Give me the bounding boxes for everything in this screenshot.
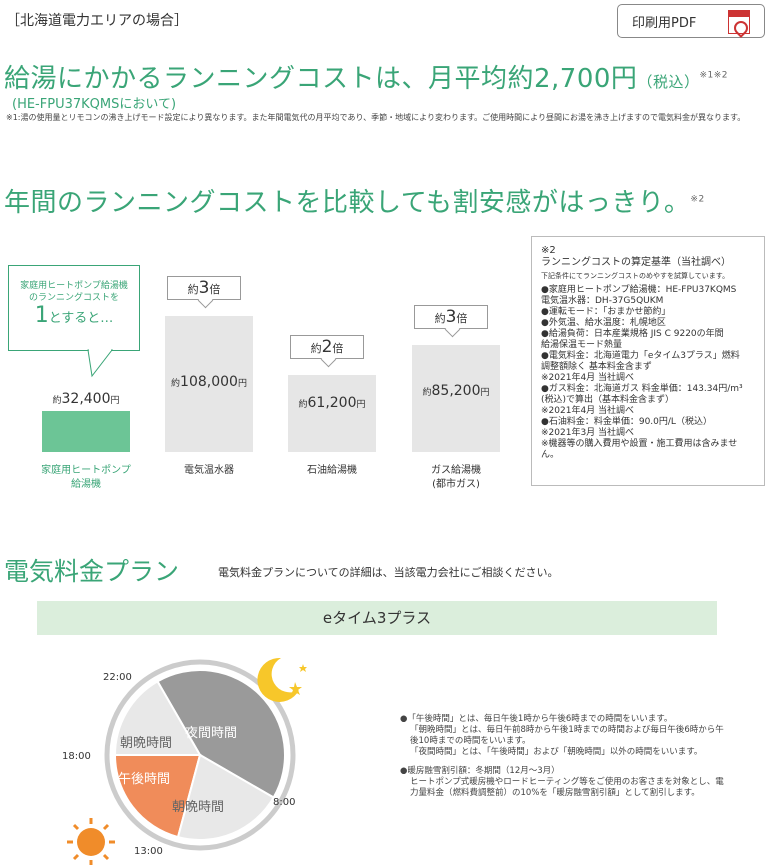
- plan-name-bar: eタイム3プラス: [37, 601, 717, 635]
- basis-item: ●給湯負荷：日本産業規格 JIS C 9220の年間 給湯保温モード熱量: [541, 329, 724, 350]
- callout-one: 1: [34, 303, 49, 328]
- legend-item: ●「午後時間」とは、毎日午後1時から午後6時までの時間をいいます。 「朝晩時間」…: [400, 714, 724, 757]
- basis-item: ●ガス料金：北海道ガス 料金単価：143.34円/m³ (税込)で算出（基本料金…: [541, 384, 743, 416]
- moon-icon: [257, 657, 307, 702]
- pie-segment-night: [156, 669, 286, 799]
- cost-basis-box: ※2 ランニングコストの算定基準（当社調べ） 下記条件にてランニングコストのめや…: [531, 236, 765, 486]
- bar-2: [288, 375, 376, 452]
- pie-label-morning-evening: 朝晩時間: [120, 736, 173, 751]
- bar-value-0: 約32,400円: [52, 391, 120, 407]
- footnote-1: ※1:湯の使用量とリモコンの沸き上げモード設定により異なります。また年間電気代の…: [6, 113, 746, 122]
- time-label-2200: 22:00: [103, 672, 132, 683]
- basis-small: 下記条件にてランニングコストのめやすを試算しています。: [541, 272, 730, 280]
- multiplier-tag-3: 約3倍: [414, 305, 488, 329]
- model-note: (HE-FPU37KQMSにおいて): [12, 97, 177, 112]
- multiplier-tag-1: 約3倍: [167, 276, 241, 300]
- cost-bar-chart: 約32,400円家庭用ヒートポンプ 給湯機 約108,000円電気温水器 約3倍約6…: [0, 230, 520, 500]
- callout-pointer: [87, 349, 114, 378]
- heatpump-callout: 家庭用ヒートポンプ給湯機 のランニングコストを 1とすると…: [8, 265, 140, 351]
- time-clock-diagram: [67, 657, 307, 865]
- bar-category-2: 石油給湯機: [307, 465, 357, 476]
- bar-value-1: 約108,000円: [171, 374, 247, 390]
- callout-rest: とすると…: [48, 311, 114, 326]
- bar-0: [42, 411, 130, 452]
- pdf-icon: [728, 10, 750, 34]
- pie-label-afternoon: 午後時間: [118, 772, 171, 787]
- multiplier-tag-2: 約2倍: [290, 335, 364, 359]
- pie-segment-morning-evening-upper: [113, 680, 202, 756]
- sun-icon: [67, 818, 115, 865]
- time-label-1800: 18:00: [62, 751, 91, 762]
- comparison-title: 年間のランニングコストを比較しても割安感がはっきり。※2: [4, 182, 705, 219]
- plan-title: 電気料金プラン: [4, 557, 180, 586]
- bar-category-1: 電気温水器: [184, 465, 234, 476]
- basis-item: ●石油料金：料金単価：90.0円/L（税込） ※2021年3月 当社調べ: [541, 417, 712, 438]
- bar-value-3: 約85,200円: [422, 383, 490, 399]
- callout-big: 1とすると…: [9, 304, 139, 331]
- comparison-sup: ※2: [690, 194, 705, 205]
- pie-label-night: 夜間時間: [185, 726, 238, 741]
- pie-segment-morning-evening-lower: [176, 753, 275, 841]
- bar-1: [165, 316, 253, 452]
- headline-text: 給湯にかかるランニングコストは、月平均約2,700円: [4, 64, 638, 94]
- basis-item: ※機器等の購入費用や設置・施工費用は含みません。: [541, 439, 738, 460]
- bar-category-0: 家庭用ヒートポンプ 給湯機: [41, 465, 131, 490]
- basis-item: ●運転モード：「おまかせ節約」: [541, 307, 671, 317]
- basis-item: ●外気温、給水温度：札幌地区: [541, 318, 666, 328]
- plan-note: 電気料金プランについての詳細は、当該電力会社にご相談ください。: [218, 566, 559, 579]
- time-label-800: 8:00: [273, 797, 296, 808]
- basis-title: ※2 ランニングコストの算定基準（当社調べ）: [541, 245, 731, 268]
- callout-line2: のランニングコストを: [28, 293, 119, 303]
- basis-item: ●電気料金：北海道電力「eタイム3プラス」燃料 調整額除く 基本料金含まず ※2…: [541, 351, 740, 383]
- headline-sup: ※1※2: [699, 70, 728, 81]
- callout-line1: 家庭用ヒートポンプ給湯機: [20, 281, 128, 291]
- bar-value-2: 約61,200円: [298, 395, 366, 411]
- region-label: ［北海道電力エリアの場合］: [6, 13, 188, 29]
- legend-item: ●暖房融雪割引額：冬期間（12月～3月） ヒートポンプ式暖房機やロードヒーティン…: [400, 766, 724, 798]
- plan-legend: ●「午後時間」とは、毎日午後1時から午後6時までの時間をいいます。 「朝晩時間」…: [400, 714, 730, 807]
- headline: 給湯にかかるランニングコストは、月平均約2,700円（税込）※1※2: [4, 58, 728, 95]
- bar-3: [412, 345, 500, 452]
- print-pdf-button[interactable]: 印刷用PDF: [617, 4, 765, 38]
- print-pdf-label: 印刷用PDF: [632, 15, 697, 31]
- pie-label-morning-evening-2: 朝晩時間: [172, 800, 225, 815]
- headline-tax: （税込）: [637, 73, 700, 91]
- pie-segment-afternoon: [113, 754, 202, 839]
- basis-item: ●家庭用ヒートポンプ給湯機：HE-FPU37KQMS 電気温水器：DH-37G5…: [541, 285, 737, 306]
- clock-ring: [104, 659, 296, 851]
- bar-category-3: ガス給湯機 (都市ガス): [431, 465, 481, 490]
- comparison-title-text: 年間のランニングコストを比較しても割安感がはっきり。: [4, 188, 691, 218]
- time-label-1300: 13:00: [134, 846, 163, 857]
